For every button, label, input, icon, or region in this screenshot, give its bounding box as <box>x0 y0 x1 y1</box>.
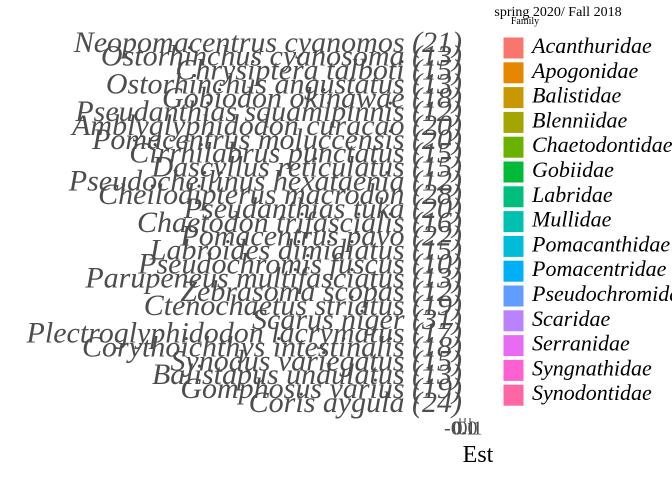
x-axis-label: Est <box>463 442 494 468</box>
y-tick-label: Amblyglyphidodon curacao (20) <box>70 109 462 142</box>
y-tick-label: Balistapus undulatus (13) <box>152 358 462 391</box>
y-tick-label: Scarus niger (31) <box>252 303 462 336</box>
legend-title: Family <box>511 16 539 27</box>
y-tick-label: Coris aygula (24) <box>249 386 462 419</box>
legend-swatch <box>502 358 525 382</box>
y-tick-label: Cheilodipterus macrodon (28) <box>98 178 462 211</box>
y-tick-label: Plectroglyphidodon lacrymatus (17) <box>26 317 462 350</box>
y-tick-label: Pseudanthias squamipinnis (12) <box>74 95 462 128</box>
y-tick-label: Pseudocheilinus hexataenia (12) <box>68 164 462 197</box>
legend-swatch <box>502 36 525 60</box>
legend-label: Balistidae <box>532 83 621 108</box>
y-tick-label: Pomacentrus pavo (22) <box>179 220 462 253</box>
legend-swatch <box>502 135 525 159</box>
y-tick-label: Corythoichthys intestinalis (18) <box>82 331 462 364</box>
legend-label: Chaetodontidae <box>532 132 672 157</box>
legend-swatch <box>502 284 525 308</box>
legend-swatch <box>502 334 525 358</box>
legend-label: Gobiidae <box>532 157 614 182</box>
legend-label: Serranidae <box>532 331 630 356</box>
y-tick-label: Chrysiptera talboti (15) <box>175 54 462 87</box>
legend-label: Pomacanthidae <box>531 231 670 256</box>
legend-label: Mullidae <box>531 207 612 232</box>
y-tick-label: Ostorhinchus angustatus (13) <box>106 67 462 100</box>
legend-label: Scaridae <box>532 306 610 331</box>
legend-swatch <box>502 160 525 184</box>
legend-swatch <box>502 86 525 110</box>
legend-label: Syngnathidae <box>532 355 652 380</box>
y-tick-label: Neopomacentrus cyanomos (21) <box>73 26 462 59</box>
y-tick-label: Labroides dimidiatus (15) <box>149 234 462 267</box>
legend-label: Pseudochromidae <box>531 281 672 306</box>
legend-swatch <box>502 185 525 209</box>
legend-label: Apogonidae <box>530 58 639 83</box>
y-tick-label: Gomphosus varius (19) <box>180 372 462 405</box>
legend-label: Synodontidae <box>532 380 652 405</box>
x-tick-label: 0.0 <box>453 418 478 440</box>
y-tick-label: Zebrasoma scopas (12) <box>180 275 462 308</box>
x-tick-label: 0.1 <box>458 418 483 440</box>
legend-swatch <box>502 110 525 134</box>
y-tick-label: Dascyllus reticulatus (15) <box>150 151 462 184</box>
legend-swatch <box>502 210 525 234</box>
y-tick-label: Cirrhilabrus punctatus (15) <box>129 137 462 170</box>
legend-swatch <box>502 61 525 85</box>
legend-label: Acanthuridae <box>530 33 652 58</box>
y-tick-label: Chaetodon trifascialis (16) <box>137 206 462 239</box>
y-tick-label: Synodus variegatus (15) <box>170 344 462 377</box>
legend-swatch <box>502 234 525 258</box>
legend-label: Blenniidae <box>532 107 628 132</box>
y-tick-label: Ostorhinchus cyanosoma (13) <box>101 40 462 73</box>
legend-swatch <box>502 309 525 333</box>
legend-swatch <box>502 383 525 407</box>
y-tick-label: Pseudanthias tuka (20) <box>183 192 462 225</box>
legend-label: Pomacentridae <box>531 256 667 281</box>
x-tick-label: -0.1 <box>444 418 476 440</box>
chart-title: spring 2020/ Fall 2018 <box>494 5 621 20</box>
y-tick-label: Pseudochromis fuscus (10) <box>137 247 462 280</box>
legend-swatch <box>502 259 525 283</box>
y-tick-label: Gobiodon okinawae (18) <box>162 81 462 114</box>
legend-label: Labridae <box>531 182 613 207</box>
y-tick-label: Parupeneus multifasciatus (13) <box>84 261 462 294</box>
y-tick-label: Pomacentrus moluccensis (20) <box>91 123 462 156</box>
y-tick-label: Ctenochaetus striatus (19) <box>144 289 462 322</box>
